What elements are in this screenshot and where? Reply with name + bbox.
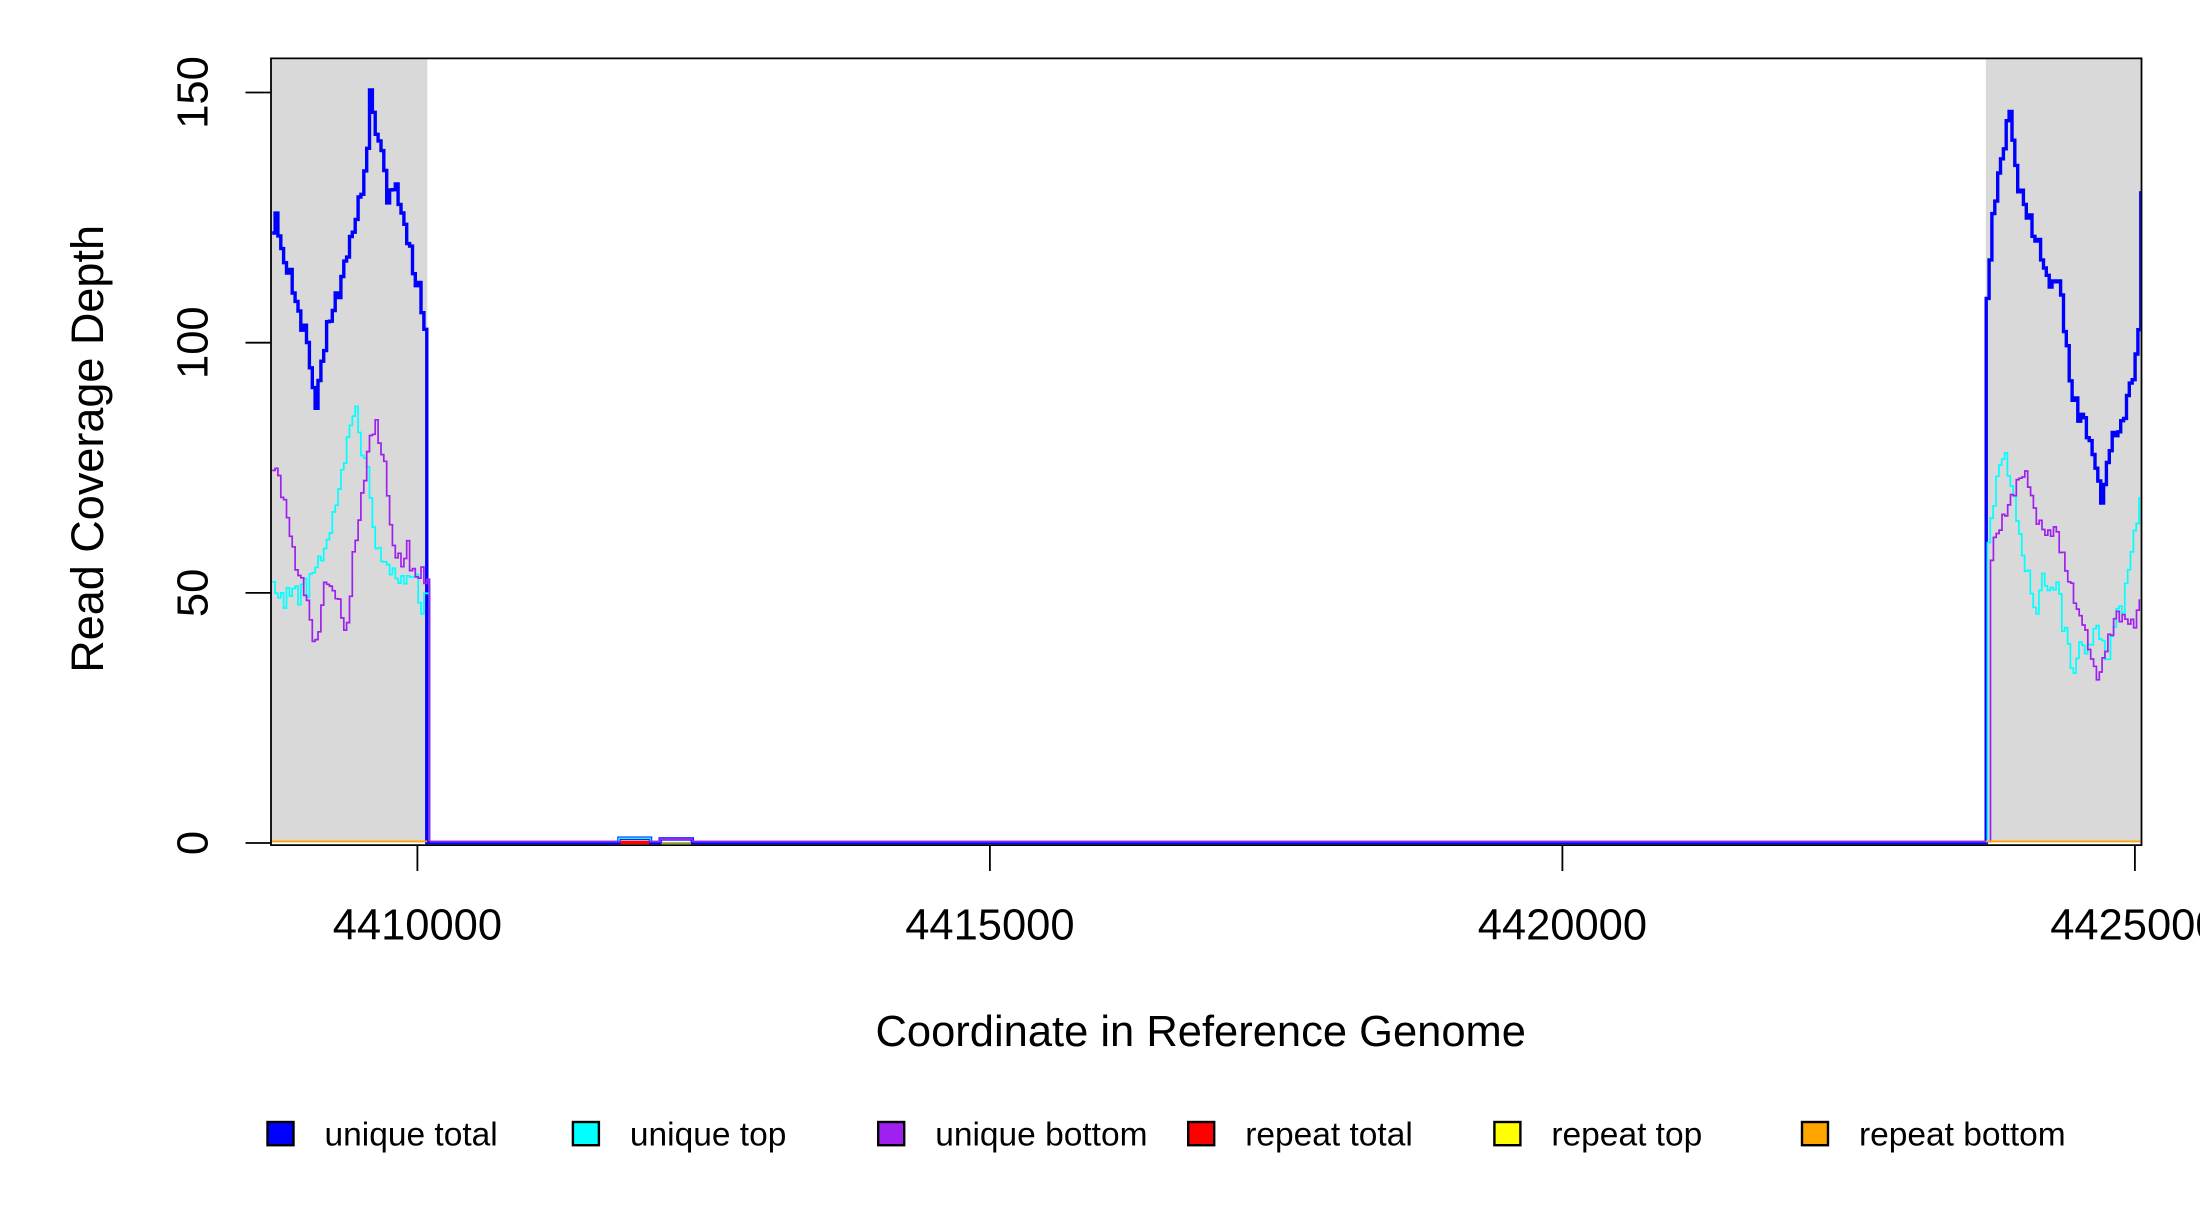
svg-text:unique total: unique total [325,1116,498,1153]
svg-text:Coordinate in Reference Genome: Coordinate in Reference Genome [876,1008,1526,1056]
svg-text:4415000: 4415000 [905,902,1074,950]
svg-text:0: 0 [170,831,218,855]
svg-text:100: 100 [170,306,218,379]
svg-text:unique bottom: unique bottom [935,1116,1147,1153]
svg-text:Read Coverage Depth: Read Coverage Depth [62,225,113,673]
svg-text:50: 50 [170,569,218,617]
svg-text:unique top: unique top [630,1116,786,1153]
svg-text:repeat bottom: repeat bottom [1859,1116,2066,1153]
svg-text:4410000: 4410000 [333,902,502,950]
svg-text:4425000: 4425000 [2050,902,2200,950]
svg-text:4420000: 4420000 [1478,902,1647,950]
svg-text:150: 150 [170,56,218,129]
svg-text:repeat top: repeat top [1551,1116,1702,1153]
svg-text:repeat total: repeat total [1245,1116,1413,1153]
